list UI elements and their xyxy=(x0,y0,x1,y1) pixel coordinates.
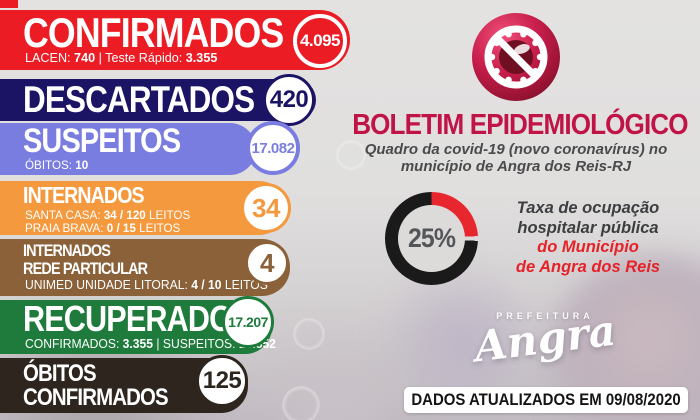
stat-label: DESCARTADOS xyxy=(23,79,255,120)
stat-label: INTERNADOS REDE PARTICULAR xyxy=(23,241,148,278)
stat-label: RECUPERADOS xyxy=(23,298,253,339)
stat-label: CONFIRMADOS xyxy=(23,9,284,56)
top-edge-red-sliver xyxy=(0,0,18,8)
stat-bar-suspeitos: SUSPEITOS ÓBITOS: 10 17.082 xyxy=(0,121,300,175)
stat-bar-internados: INTERNADOS SANTA CASA: 34 / 120 LEITOS P… xyxy=(0,181,291,235)
stat-sublabel: UNIMED UNIDADE LITORAL: 4 / 10 LEITOS xyxy=(25,278,268,292)
stat-bar-confirmados: CONFIRMADOS LACEN: 740 | Teste Rápido: 3… xyxy=(0,10,350,70)
stat-badge-confirmados: 4.095 xyxy=(293,14,347,68)
stat-badge-descartados: 420 xyxy=(263,74,315,126)
stat-sublabel: LACEN: 740 | Teste Rápido: 3.355 xyxy=(25,50,218,65)
no-virus-icon xyxy=(472,13,560,101)
stat-bar-descartados: DESCARTADOS 420 xyxy=(0,74,316,126)
logo-prefix-text: PREFEITURA xyxy=(496,311,594,321)
stat-bar-internados-rede-particular: INTERNADOS REDE PARTICULAR UNIMED UNIDAD… xyxy=(0,239,290,296)
updated-date-text: DADOS ATUALIZADOS EM 09/08/2020 xyxy=(411,390,681,409)
stat-bar-obitos-confirmados: ÓBITOS CONFIRMADOS 125 xyxy=(0,355,248,413)
prefeitura-angra-logo: PREFEITURA Angra xyxy=(455,306,635,372)
stat-label: SUSPEITOS xyxy=(23,122,181,160)
occupancy-percent: 25% xyxy=(408,223,456,253)
bulletin-title: BOLETIM EPIDEMIOLÓGICO xyxy=(352,109,688,141)
stat-badge-suspeitos: 17.082 xyxy=(246,121,300,175)
stat-sublabel: PRAIA BRAVA: 0 / 15 LEITOS xyxy=(25,221,181,235)
bokeh-highlight xyxy=(336,140,366,170)
stat-badge-rede-particular: 4 xyxy=(245,241,289,285)
updated-date-banner: DADOS ATUALIZADOS EM 09/08/2020 xyxy=(404,387,688,413)
stat-bar-recuperados: RECUPERADOS CONFIRMADOS: 3.355 | SUSPEIT… xyxy=(0,296,276,354)
stat-sublabel: SANTA CASA: 34 / 120 LEITOS xyxy=(25,208,191,222)
stat-badge-recuperados: 17.207 xyxy=(222,296,274,348)
stat-badge-obitos: 125 xyxy=(196,355,248,407)
bulletin-subtitle: Quadro da covid-19 (novo coronavírus) no… xyxy=(364,141,668,175)
stat-label: ÓBITOS CONFIRMADOS xyxy=(23,360,169,411)
stat-label: INTERNADOS xyxy=(23,182,145,208)
stat-sublabel: ÓBITOS: 10 xyxy=(25,158,89,172)
bokeh-highlight xyxy=(293,318,325,350)
bokeh-highlight xyxy=(282,386,320,420)
stat-badge-internados: 34 xyxy=(241,183,291,233)
occupancy-donut: 25% xyxy=(385,192,478,285)
occupancy-caption: Taxa de ocupação hospitalar pública do M… xyxy=(515,199,661,276)
